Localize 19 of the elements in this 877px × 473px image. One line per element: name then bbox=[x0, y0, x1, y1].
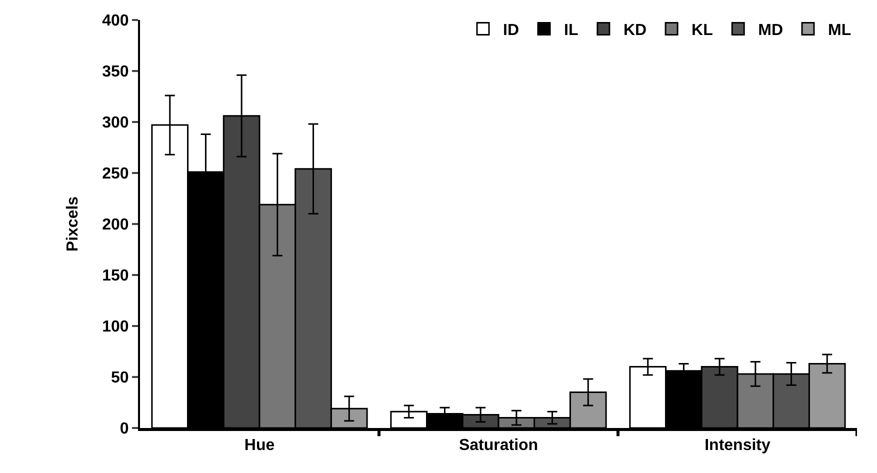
x-tick-label: Hue bbox=[244, 437, 275, 454]
legend-label: ID bbox=[503, 22, 519, 39]
y-tick-label: 300 bbox=[102, 114, 129, 132]
y-tick-label: 50 bbox=[111, 370, 129, 387]
y-tick-label: 200 bbox=[102, 216, 129, 234]
legend-label: IL bbox=[564, 22, 578, 39]
legend-label: MD bbox=[758, 22, 783, 39]
y-tick-label: 250 bbox=[102, 166, 129, 183]
legend-label: KL bbox=[692, 22, 714, 39]
x-tick-label: Intensity bbox=[704, 437, 770, 454]
y-tick-label: 350 bbox=[102, 64, 129, 81]
y-tick-label: 150 bbox=[102, 268, 129, 285]
legend-label: KD bbox=[623, 22, 647, 39]
x-tick-label: Saturation bbox=[458, 437, 538, 454]
legend-label: ML bbox=[828, 22, 852, 39]
y-axis-title: Pixcels bbox=[64, 196, 82, 252]
y-tick-label: 400 bbox=[102, 12, 129, 30]
y-tick-label: 0 bbox=[120, 420, 129, 438]
y-tick-label: 100 bbox=[102, 318, 129, 336]
